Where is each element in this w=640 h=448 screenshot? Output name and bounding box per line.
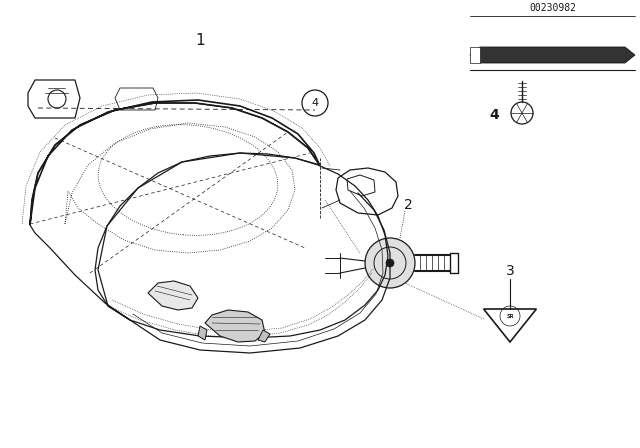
Polygon shape — [205, 310, 265, 342]
Polygon shape — [148, 281, 198, 310]
Text: 4: 4 — [312, 98, 319, 108]
Text: 2: 2 — [404, 198, 412, 212]
Polygon shape — [258, 330, 270, 342]
Circle shape — [365, 238, 415, 288]
Polygon shape — [470, 47, 480, 63]
Text: 3: 3 — [506, 264, 515, 278]
Text: 4: 4 — [489, 108, 499, 122]
Text: 1: 1 — [195, 33, 205, 47]
Text: SR: SR — [506, 314, 514, 319]
Polygon shape — [470, 47, 635, 63]
Circle shape — [386, 259, 394, 267]
Polygon shape — [198, 326, 207, 340]
Text: 00230982: 00230982 — [529, 3, 577, 13]
